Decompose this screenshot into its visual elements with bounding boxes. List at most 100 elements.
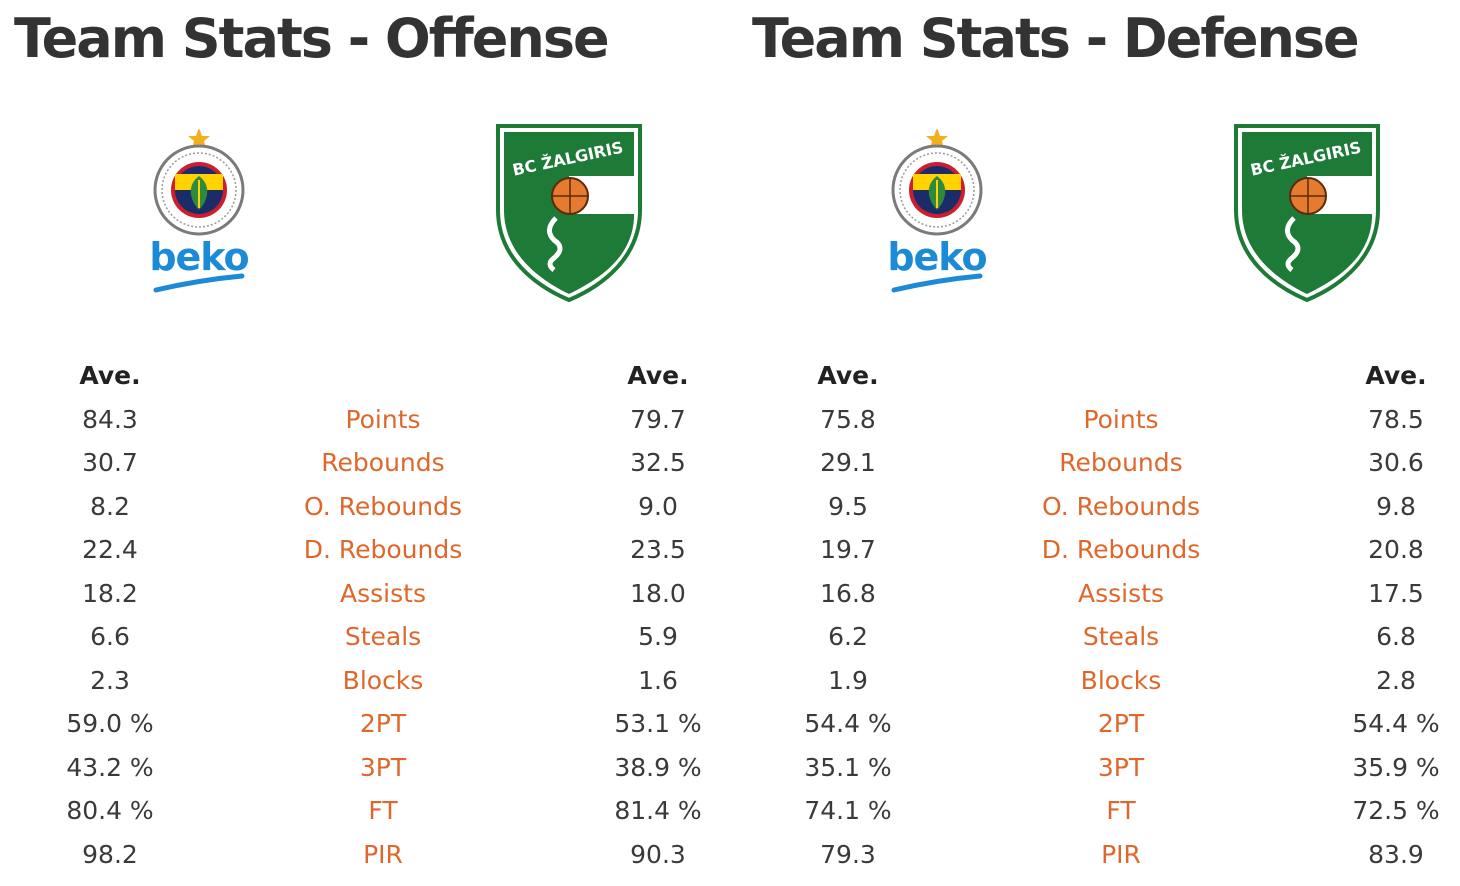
stat-row: 84.3 Points 79.7: [0, 398, 730, 442]
stat-label: PIR: [363, 839, 403, 869]
stat-row: 8.2 O. Rebounds 9.0: [0, 485, 730, 529]
fenerbahce-beko-logo: beko: [104, 118, 294, 308]
away-value: 38.9 %: [614, 752, 702, 782]
defense-stats-table: Ave. Ave. 75.8 Points 78.5 29.1 Rebounds…: [738, 354, 1460, 876]
away-value: 54.4 %: [1352, 709, 1440, 738]
stat-label: 2PT: [359, 709, 407, 738]
stat-row: 9.5 O. Rebounds 9.8: [738, 485, 1460, 529]
stat-label: Blocks: [342, 665, 424, 695]
stat-label: O. Rebounds: [304, 491, 462, 521]
away-ave-header: Ave.: [1365, 361, 1427, 390]
stat-label: Points: [345, 404, 421, 434]
stat-row: 22.4 D. Rebounds 23.5: [0, 528, 730, 572]
home-value: 6.2: [828, 622, 868, 651]
offense-title: Team Stats - Offense: [14, 7, 610, 70]
stat-row: 59.0 % 2PT 53.1 %: [0, 702, 730, 746]
home-value: 16.8: [820, 578, 876, 608]
stat-label: Steals: [344, 622, 422, 651]
stat-label: 3PT: [359, 752, 407, 782]
away-value: 81.4 %: [614, 796, 702, 825]
away-value: 17.5: [1368, 578, 1424, 608]
stat-label: O. Rebounds: [1042, 491, 1200, 521]
zalgiris-logo: BC ŽALGIRIS: [474, 118, 664, 308]
header-row: Ave. Ave.: [0, 354, 730, 398]
home-value: 75.8: [820, 404, 876, 434]
stat-label: Points: [1083, 404, 1159, 434]
home-value: 35.1 %: [804, 752, 892, 782]
stat-row: 18.2 Assists 18.0: [0, 572, 730, 616]
zalgiris-logo: BC ŽALGIRIS: [1212, 118, 1402, 308]
home-value: 59.0 %: [66, 709, 154, 738]
home-value: 19.7: [820, 535, 876, 564]
away-value: 18.0: [630, 578, 686, 608]
home-value: 98.2: [82, 839, 138, 869]
stat-label: FT: [368, 796, 398, 825]
stat-label: Assists: [340, 578, 426, 608]
away-value: 1.6: [638, 665, 678, 695]
home-ave-header: Ave.: [817, 361, 879, 390]
zalgiris-shield-icon: BC ŽALGIRIS: [496, 124, 642, 303]
stat-row: 75.8 Points 78.5: [738, 398, 1460, 442]
zalgiris-shield-icon: BC ŽALGIRIS: [1234, 124, 1380, 303]
away-value: 9.0: [638, 491, 678, 521]
home-value: 80.4 %: [66, 796, 154, 825]
defense-panel: Team Stats - Defense beko BC ŽALGIRIS: [738, 0, 1460, 886]
home-value: 74.1 %: [804, 796, 892, 825]
stat-row: 74.1 % FT 72.5 %: [738, 789, 1460, 833]
away-value: 83.9: [1368, 839, 1424, 869]
stat-label: D. Rebounds: [303, 535, 463, 564]
stat-row: 16.8 Assists 17.5: [738, 572, 1460, 616]
home-value: 9.5: [828, 491, 868, 521]
away-value: 30.6: [1368, 448, 1424, 477]
stat-label: FT: [1106, 796, 1136, 825]
stat-label: Steals: [1082, 622, 1160, 651]
home-value: 2.3: [90, 665, 130, 695]
home-value: 8.2: [90, 491, 130, 521]
fenerbahce-beko-logo: beko: [842, 118, 1032, 308]
stat-label: 3PT: [1097, 752, 1145, 782]
stat-row: 29.1 Rebounds 30.6: [738, 441, 1460, 485]
stat-row: 98.2 PIR 90.3: [0, 833, 730, 877]
beko-wordmark: beko: [149, 235, 248, 279]
stat-label: Rebounds: [321, 448, 445, 477]
stat-row: 19.7 D. Rebounds 20.8: [738, 528, 1460, 572]
home-value: 22.4: [82, 535, 138, 564]
away-value: 35.9 %: [1352, 752, 1440, 782]
away-value: 23.5: [630, 535, 686, 564]
offense-stats-table: Ave. Ave. 84.3 Points 79.7 30.7 Rebounds…: [0, 354, 730, 876]
away-value: 72.5 %: [1352, 796, 1440, 825]
home-value: 43.2 %: [66, 752, 154, 782]
away-value: 9.8: [1376, 491, 1416, 521]
stat-row: 6.2 Steals 6.8: [738, 615, 1460, 659]
home-value: 1.9: [828, 665, 868, 695]
beko-wordmark: beko: [887, 235, 986, 279]
offense-panel: Team Stats - Offense beko BC ŽALGIRIS: [0, 7, 730, 876]
away-value: 53.1 %: [614, 709, 702, 738]
stat-label: D. Rebounds: [1041, 535, 1201, 564]
home-value: 84.3: [82, 404, 138, 434]
away-value: 20.8: [1368, 535, 1424, 564]
stat-label: 2PT: [1097, 709, 1145, 738]
home-value: 6.6: [90, 622, 130, 651]
away-value: 79.7: [630, 404, 686, 434]
fenerbahce-beko-icon: beko: [887, 128, 988, 293]
stat-row: 1.9 Blocks 2.8: [738, 659, 1460, 703]
away-value: 2.8: [1376, 665, 1416, 695]
stat-label: PIR: [1101, 839, 1141, 869]
away-value: 78.5: [1368, 404, 1424, 434]
stat-row: 2.3 Blocks 1.6: [0, 659, 730, 703]
stat-row: 6.6 Steals 5.9: [0, 615, 730, 659]
home-value: 30.7: [82, 448, 138, 477]
stat-label: Assists: [1078, 578, 1164, 608]
stat-label: Rebounds: [1059, 448, 1183, 477]
away-value: 5.9: [638, 622, 678, 651]
home-value: 54.4 %: [804, 709, 892, 738]
stat-row: 30.7 Rebounds 32.5: [0, 441, 730, 485]
away-value: 6.8: [1376, 622, 1416, 651]
stat-row: 79.3 PIR 83.9: [738, 833, 1460, 877]
away-ave-header: Ave.: [627, 361, 689, 390]
home-value: 29.1: [820, 448, 876, 477]
home-value: 79.3: [820, 839, 876, 869]
home-value: 18.2: [82, 578, 138, 608]
header-row: Ave. Ave.: [738, 354, 1460, 398]
